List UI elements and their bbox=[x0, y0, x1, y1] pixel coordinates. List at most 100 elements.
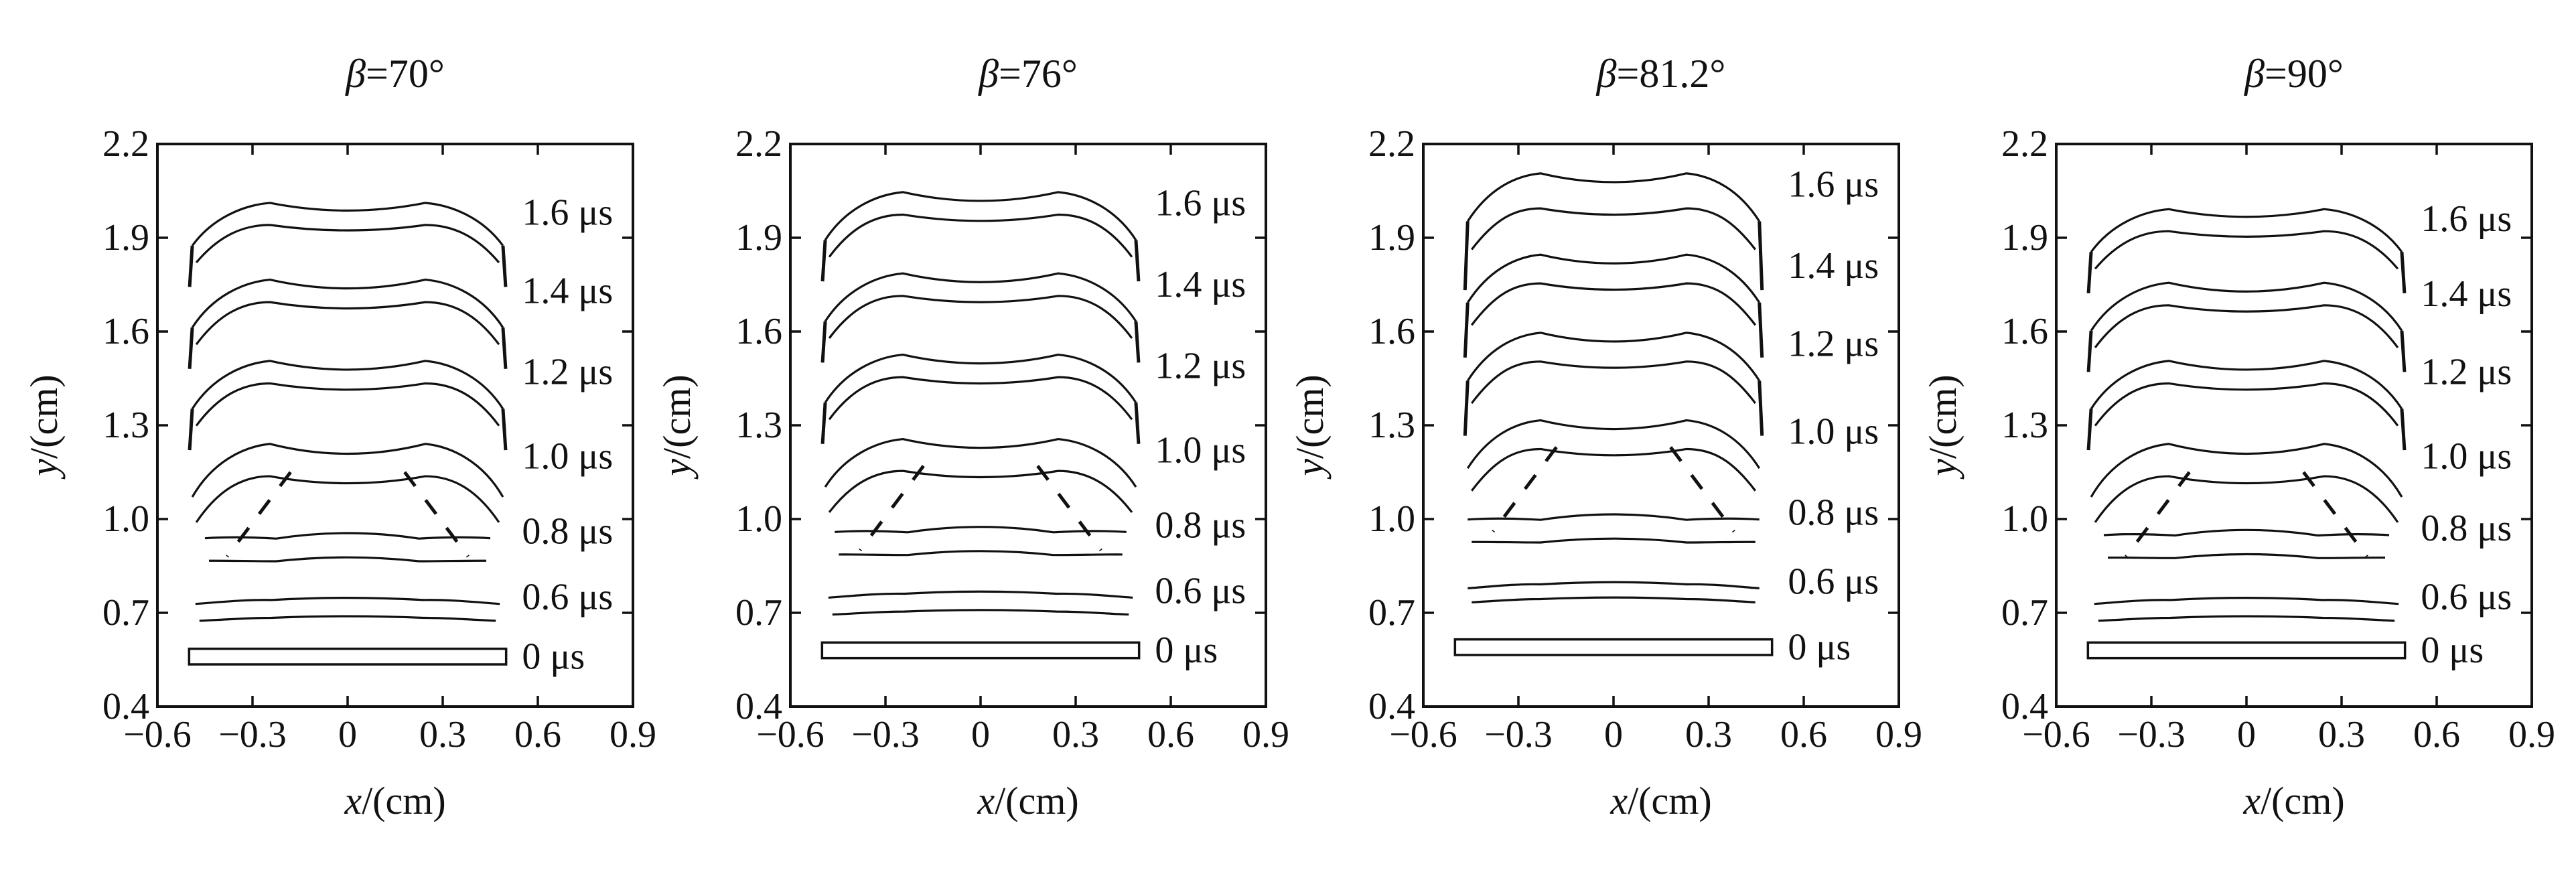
series-0.8-us: 0.8 μs bbox=[204, 511, 613, 563]
x-axis-unit: /(cm) bbox=[1628, 779, 1712, 822]
left-wall bbox=[2086, 409, 2093, 451]
inner-front bbox=[208, 556, 487, 563]
outer-front bbox=[1466, 172, 1761, 222]
series-0.6-us: 0.6 μs bbox=[828, 570, 1246, 616]
y-tick-label: 0.4 bbox=[2001, 686, 2048, 727]
series-1.2-us: 1.2 μs bbox=[1463, 323, 1879, 436]
y-tick-label: 1.3 bbox=[102, 405, 149, 446]
right-wall bbox=[2400, 330, 2407, 372]
y-tick-label: 1.0 bbox=[1368, 498, 1415, 540]
inner-front bbox=[1470, 282, 1757, 326]
inner-front bbox=[2094, 382, 2399, 427]
y-tick-label: 1.0 bbox=[102, 498, 149, 540]
series-1.2-us: 1.2 μs bbox=[2086, 352, 2512, 451]
right-wall bbox=[1134, 321, 1141, 363]
inner-front bbox=[828, 469, 1133, 513]
title-value: =90° bbox=[2265, 52, 2344, 96]
y-tick-label: 0.7 bbox=[2001, 592, 2048, 634]
series-1.6-us: 1.6 μs bbox=[2086, 198, 2512, 293]
y-axis-unit: /(cm) bbox=[1921, 374, 1964, 459]
title-symbol: β bbox=[2244, 52, 2265, 96]
time-label: 0 μs bbox=[1155, 630, 1218, 671]
outer-front bbox=[191, 443, 504, 498]
time-label: 0 μs bbox=[522, 636, 585, 677]
plate-outline bbox=[2086, 641, 2407, 660]
x-tick-label: −0.6 bbox=[756, 714, 825, 755]
inner-front bbox=[195, 224, 500, 264]
outer-front bbox=[2094, 597, 2399, 605]
x-axis-var: x bbox=[1609, 779, 1628, 822]
series-1.2-us: 1.2 μs bbox=[188, 352, 613, 451]
y-tick-label: 2.2 bbox=[735, 123, 782, 165]
x-tick-label: 0 bbox=[1604, 714, 1623, 755]
x-axis-unit: /(cm) bbox=[362, 779, 446, 822]
time-label: 1.4 μs bbox=[2421, 273, 2512, 315]
x-tick-label: 0.9 bbox=[2508, 714, 2555, 755]
right-wall bbox=[1758, 380, 1764, 436]
time-label: 1.0 μs bbox=[1788, 411, 1879, 452]
outer-front bbox=[824, 191, 1137, 241]
panel-title: β=70° bbox=[345, 52, 445, 96]
series-0.8-us: 0.8 μs bbox=[835, 504, 1246, 557]
x-tick-label: 0.9 bbox=[1875, 714, 1922, 755]
time-label: 1.6 μs bbox=[522, 192, 613, 234]
series-0-us: 0 μs bbox=[2086, 630, 2484, 671]
chart-panel-4: β=90° −0.6 −0.3 0 0.3 0.6 0.9 0.4 0.7 1.0 1.3 1.6 1.… bbox=[1921, 52, 2555, 822]
time-label: 0 μs bbox=[2421, 630, 2484, 671]
x-tick-label: −0.3 bbox=[2117, 714, 2186, 755]
outer-front bbox=[195, 597, 500, 605]
inner-front bbox=[195, 301, 500, 346]
plate-outline bbox=[820, 641, 1141, 660]
y-tick-label: 1.6 bbox=[102, 311, 149, 352]
outer-front bbox=[191, 360, 504, 410]
outer-front bbox=[191, 278, 504, 328]
inner-front bbox=[832, 609, 1129, 616]
y-axis-label: y/(cm) bbox=[1288, 374, 1332, 479]
left-wall bbox=[2086, 252, 2093, 293]
time-label: 1.2 μs bbox=[2421, 352, 2512, 393]
series-0-us: 0 μs bbox=[1453, 626, 1851, 668]
inner-front bbox=[2094, 475, 2399, 523]
panel-title: β=90° bbox=[2244, 52, 2344, 96]
title-value: =81.2° bbox=[1617, 52, 1726, 96]
right-wall bbox=[1134, 240, 1141, 282]
x-axis-unit: /(cm) bbox=[995, 779, 1079, 822]
time-label: 1.6 μs bbox=[2421, 198, 2512, 240]
right-wall bbox=[501, 327, 508, 369]
right-wall bbox=[1134, 402, 1141, 444]
inner-front bbox=[2094, 230, 2399, 270]
inner-front bbox=[2094, 304, 2399, 348]
x-tick-label: −0.6 bbox=[2022, 714, 2090, 755]
series-1.6-us: 1.6 μs bbox=[188, 192, 613, 287]
outer-front bbox=[824, 272, 1137, 322]
x-axis-label: x/(cm) bbox=[977, 779, 1078, 822]
y-tick-label: 1.6 bbox=[1368, 311, 1415, 352]
y-tick-label: 0.7 bbox=[735, 592, 782, 634]
outer-front bbox=[828, 590, 1133, 599]
title-value: =76° bbox=[999, 52, 1078, 96]
y-tick-label: 0.4 bbox=[102, 686, 149, 727]
y-axis-unit: /(cm) bbox=[22, 374, 66, 459]
time-label: 1.4 μs bbox=[1788, 245, 1879, 287]
outer-front bbox=[2090, 443, 2403, 498]
outer-front bbox=[1466, 332, 1761, 382]
x-tick-label: 0.9 bbox=[1242, 714, 1289, 755]
x-tick-label: 0.3 bbox=[2318, 714, 2365, 755]
inner-front bbox=[1472, 537, 1756, 544]
left-wall bbox=[188, 327, 194, 369]
x-tick-label: −0.6 bbox=[123, 714, 192, 755]
plate-outline bbox=[1453, 638, 1774, 656]
chart-panel-1: β=70° −0.6 −0.3 0 0.3 0.6 0.9 0.4 0.7 1.0 1.3 1.6 1.… bbox=[22, 52, 656, 822]
y-tick-label: 2.2 bbox=[1368, 123, 1415, 165]
y-tick-label: 1.0 bbox=[2001, 498, 2048, 540]
left-wall bbox=[1463, 221, 1470, 291]
time-label: 1.0 μs bbox=[2421, 436, 2512, 478]
y-axis-label: y/(cm) bbox=[655, 374, 699, 479]
x-tick-label: 0 bbox=[338, 714, 357, 755]
series-1.4-us: 1.4 μs bbox=[1463, 245, 1879, 358]
x-tick-label: 0.6 bbox=[514, 714, 561, 755]
title-symbol: β bbox=[978, 52, 999, 96]
right-wall bbox=[1758, 221, 1764, 291]
outer-front bbox=[1468, 513, 1760, 521]
series-1.4-us: 1.4 μs bbox=[188, 270, 613, 369]
